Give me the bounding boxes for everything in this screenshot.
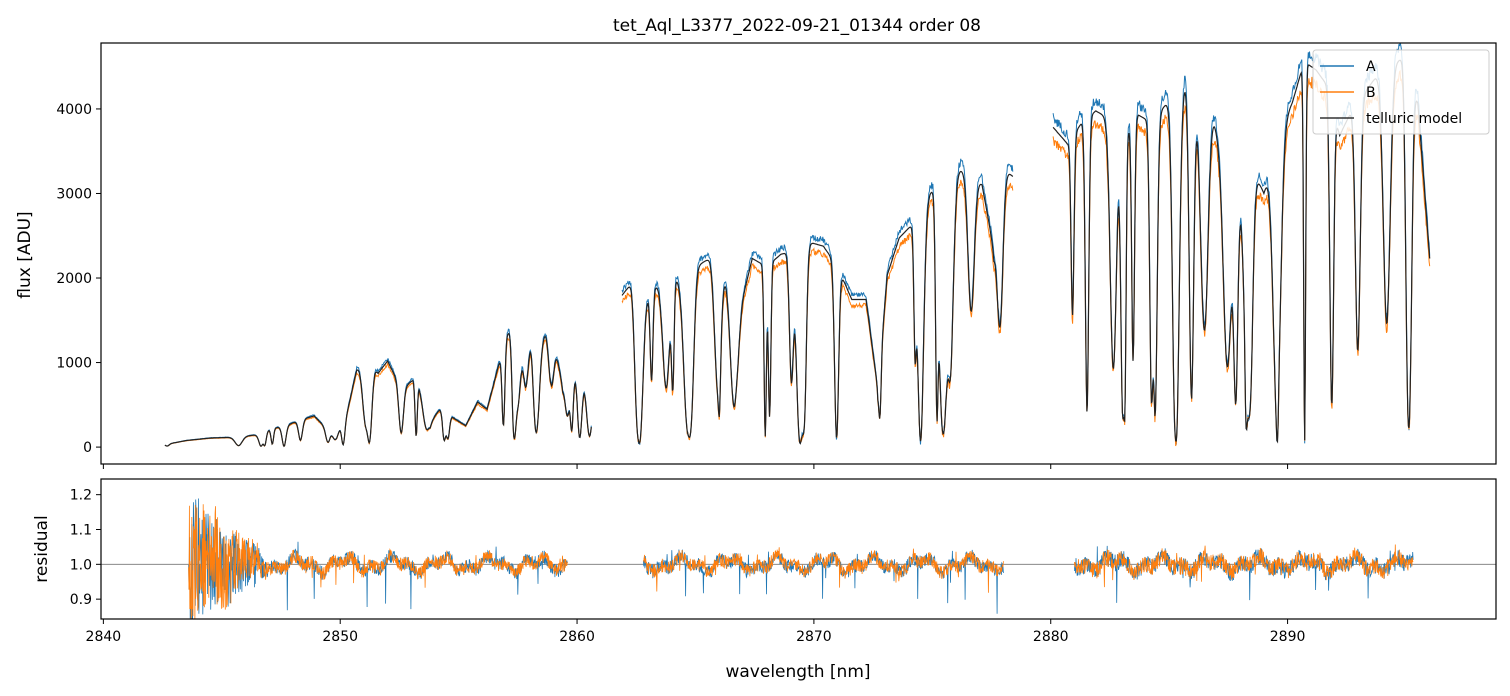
- x-axis-label: wavelength [nm]: [725, 662, 870, 682]
- flux-panel: 0 1000 2000 3000 4000 flux [ADU] A B telluri…: [15, 42, 1497, 469]
- residual-y-tick-label: 1.0: [70, 557, 92, 573]
- residual-x-tick-label: 2880: [1033, 629, 1069, 645]
- legend-label-telluric: telluric model: [1366, 111, 1462, 127]
- residual-y-tick-label: 1.1: [70, 522, 92, 538]
- chart-title: tet_Aql_L3377_2022-09-21_01344 order 08: [613, 16, 981, 36]
- residual-x-tick-label: 2850: [322, 629, 358, 645]
- flux-y-tick-label: 4000: [56, 102, 92, 118]
- residual-y-label: residual: [32, 515, 52, 582]
- flux-axes-frame: [100, 42, 1497, 465]
- residual-y-axis: 0.9 1.0 1.1 1.2: [70, 488, 101, 608]
- legend-label-b: B: [1366, 85, 1376, 101]
- residual-panel: 0.9 1.0 1.1 1.2 2840 2850 2860 2870 2880 2890 re…: [32, 478, 1497, 682]
- residual-x-tick-label: 2870: [796, 629, 832, 645]
- flux-plot-area: [164, 43, 1431, 448]
- residual-y-tick-label: 0.9: [70, 592, 92, 608]
- residual-x-tick-label: 2890: [1270, 629, 1306, 645]
- legend-box: [1312, 49, 1490, 135]
- legend-label-a: A: [1366, 59, 1376, 75]
- residual-x-axis: 2840 2850 2860 2870 2880 2890: [86, 619, 1306, 645]
- residual-a-line: [188, 498, 1414, 619]
- residual-y-tick-label: 1.2: [70, 488, 92, 504]
- telluric-model-line: [164, 59, 1431, 448]
- flux-y-axis: 0 1000 2000 3000 4000: [56, 102, 101, 456]
- flux-y-tick-label: 0: [83, 440, 92, 456]
- residual-b-line: [188, 504, 1414, 619]
- flux-x-ticks: [102, 464, 1289, 469]
- residual-axes-frame: [100, 478, 1497, 620]
- residual-x-tick-label: 2840: [86, 629, 122, 645]
- flux-y-tick-label: 3000: [56, 186, 92, 202]
- flux-y-tick-label: 2000: [56, 271, 92, 287]
- residual-x-tick-label: 2860: [559, 629, 595, 645]
- residual-plot-area: [101, 498, 1496, 619]
- flux-y-tick-label: 1000: [56, 356, 92, 372]
- legend: A B telluric model: [1312, 49, 1490, 135]
- flux-y-label: flux [ADU]: [15, 211, 35, 298]
